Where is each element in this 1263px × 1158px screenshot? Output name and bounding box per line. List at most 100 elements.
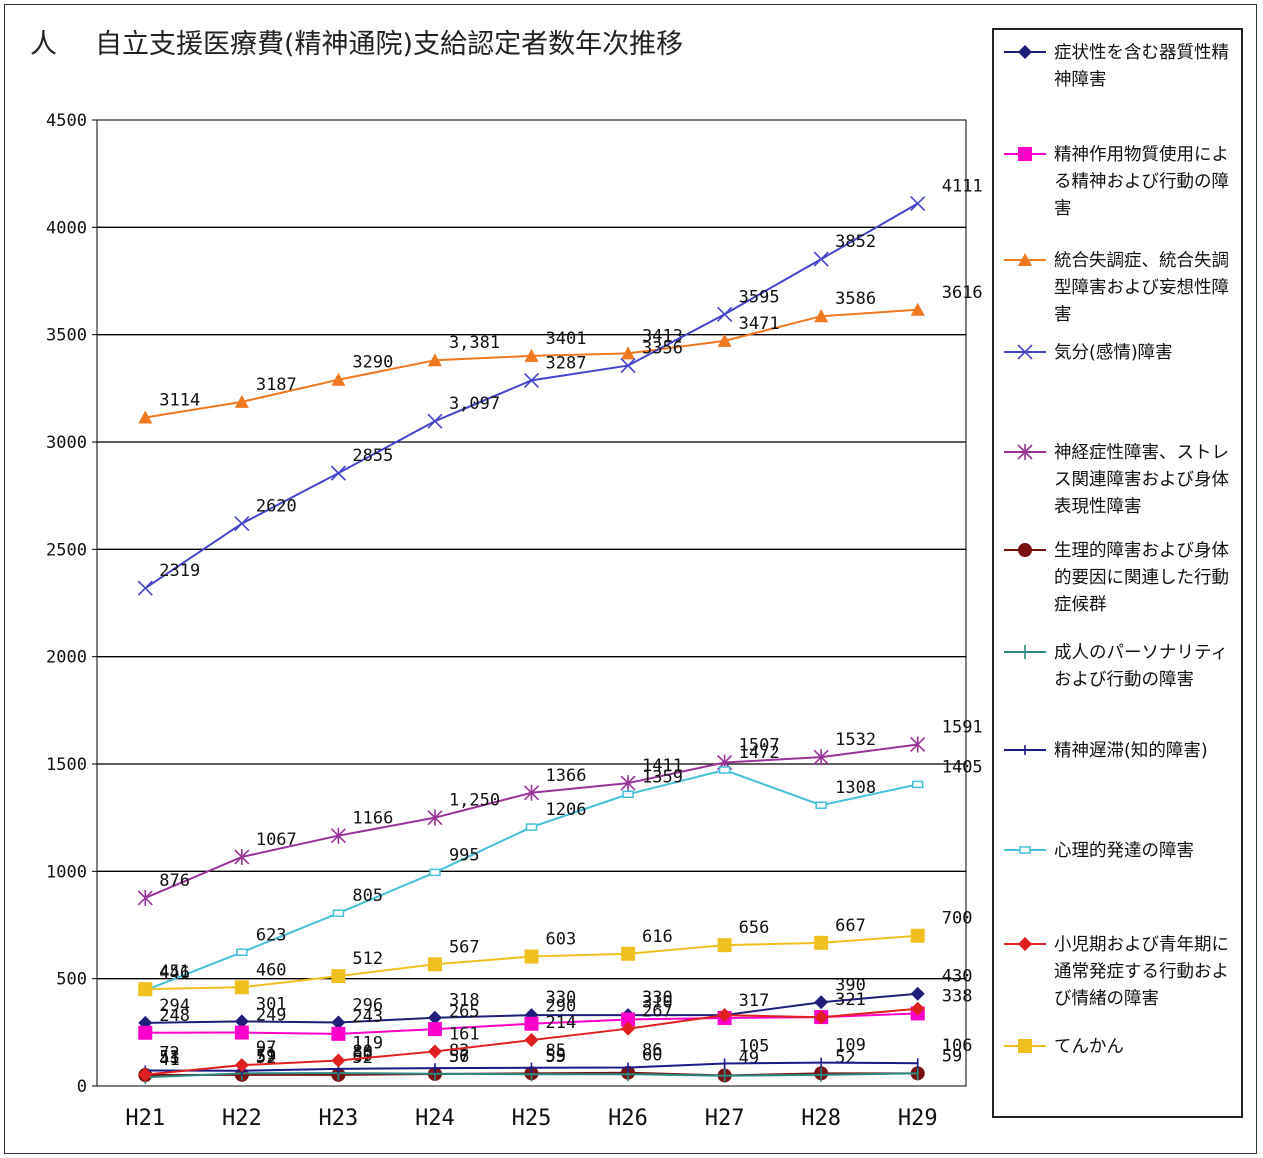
data-label: 1591	[942, 717, 983, 737]
data-point	[911, 780, 924, 789]
data-point	[234, 516, 250, 532]
data-label: 56	[449, 1047, 469, 1067]
data-point	[815, 801, 827, 809]
y-unit-label: 人	[30, 29, 57, 60]
x-tick-label: H27	[705, 1106, 745, 1131]
x-tick-label: H28	[801, 1106, 841, 1131]
data-label: 119	[352, 1033, 383, 1053]
y-tick-label: 4500	[46, 111, 87, 131]
y-tick-label: 2000	[46, 648, 87, 668]
data-label: 1166	[352, 809, 393, 829]
data-label: 3616	[942, 283, 983, 303]
data-label: 53	[159, 1048, 179, 1068]
data-label: 667	[835, 916, 866, 936]
data-label: 3401	[546, 329, 587, 349]
data-label: 330	[546, 988, 577, 1008]
x-tick-label: H21	[125, 1106, 165, 1131]
legend-label: 心理的発達の障害	[1054, 841, 1194, 861]
chart-legend: 症状性を含む器質性精神障害 精神作用物質使用による精神および行動の障害 統合失調症、…	[992, 28, 1243, 1118]
data-label: 390	[835, 975, 866, 995]
data-point	[236, 948, 248, 957]
data-point	[234, 1025, 249, 1040]
data-label: 995	[449, 845, 480, 865]
data-label: 460	[256, 960, 287, 980]
data-point	[718, 766, 731, 774]
data-label: 3471	[739, 314, 780, 334]
data-point	[620, 358, 636, 374]
legend-swatch	[1004, 645, 1046, 659]
data-point	[137, 580, 153, 596]
data-point	[138, 982, 153, 997]
data-point	[138, 1067, 153, 1082]
data-label: 623	[256, 925, 287, 945]
x-tick-label: H25	[512, 1106, 552, 1131]
data-label: 83	[449, 1041, 469, 1061]
data-label: 603	[546, 930, 577, 950]
data-label: 3187	[256, 375, 297, 395]
y-tick-label: 2500	[46, 540, 87, 560]
data-point	[814, 309, 829, 323]
data-label: 1067	[256, 830, 297, 850]
data-label: 805	[352, 886, 383, 906]
series-8: 446 623 805 995 1206 1359 1472 1308 1405	[139, 743, 983, 995]
data-label: 1411	[642, 756, 683, 776]
data-label: 296	[352, 995, 383, 1015]
data-label: 55	[546, 1047, 566, 1067]
data-label: 106	[942, 1036, 973, 1056]
series-4: 876 1067 1166 1,250 1366 1411 1507 1532 1591	[137, 717, 983, 906]
legend-swatch	[1004, 846, 1046, 854]
legend-marker	[1018, 937, 1032, 951]
x-tick-label: H24	[415, 1106, 455, 1131]
chart-frame	[4, 4, 1257, 1154]
data-point	[138, 1025, 153, 1040]
data-point	[330, 465, 346, 481]
data-point	[524, 348, 539, 362]
data-point	[717, 938, 732, 953]
series-line	[144, 743, 918, 899]
data-label: 3290	[352, 353, 393, 373]
legend-marker	[1017, 344, 1033, 360]
data-label: 3586	[835, 289, 876, 309]
x-tick-label: H22	[222, 1106, 262, 1131]
legend-swatch	[1004, 45, 1046, 59]
series-3: 2319 2620 2855 3,097 3287 3356 3595 3852 4111	[137, 177, 983, 596]
data-point	[717, 306, 733, 322]
data-point	[814, 1010, 829, 1025]
data-label: 3287	[546, 353, 587, 373]
data-point	[137, 889, 153, 906]
data-label: 1532	[835, 730, 876, 750]
data-label: 3852	[835, 232, 876, 252]
data-point	[429, 868, 441, 877]
data-label: 512	[352, 949, 383, 969]
data-label: 85	[546, 1041, 566, 1061]
data-label: 1472	[739, 743, 780, 763]
data-point	[234, 394, 249, 408]
data-point	[234, 980, 249, 995]
data-label: 2855	[352, 446, 393, 466]
data-label: 265	[449, 1002, 480, 1022]
legend-swatch	[1004, 444, 1046, 460]
legend-swatch	[1004, 253, 1046, 266]
data-point	[427, 353, 442, 367]
data-point	[427, 413, 443, 429]
legend-swatch	[1004, 745, 1046, 755]
data-label: 60	[642, 1046, 662, 1066]
data-label: 310	[642, 992, 673, 1012]
data-point	[814, 995, 829, 1010]
data-label: 1405	[942, 757, 983, 777]
data-label: 2620	[256, 497, 297, 517]
data-label: 248	[159, 1006, 190, 1026]
legend-label: てんかん	[1054, 1037, 1124, 1057]
data-label: 41	[159, 1050, 179, 1070]
data-label: 59	[256, 1046, 276, 1066]
data-point	[523, 784, 540, 801]
y-tick-label: 3500	[46, 326, 87, 346]
data-label: 1366	[546, 766, 587, 786]
data-label: 3,381	[449, 333, 500, 353]
legend-swatch	[1004, 344, 1046, 360]
data-point	[523, 372, 540, 388]
data-point	[331, 1015, 346, 1030]
data-point	[620, 775, 636, 792]
plot-area	[96, 119, 967, 1087]
legend-marker	[1018, 1039, 1032, 1053]
